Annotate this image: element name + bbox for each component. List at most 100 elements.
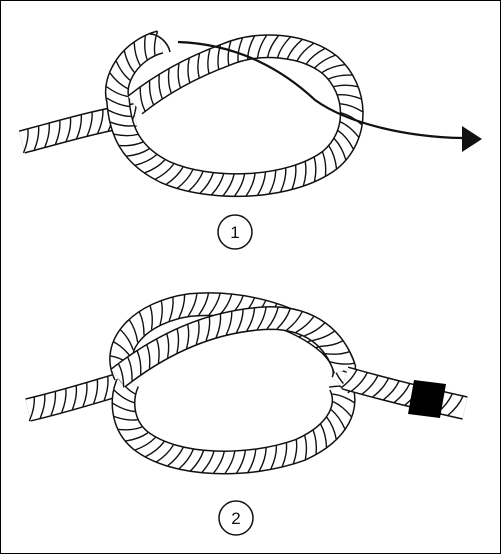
rope-strand bbox=[281, 442, 288, 467]
whipping-band-icon bbox=[408, 380, 446, 418]
rope-strand bbox=[138, 311, 145, 336]
rope-strand bbox=[178, 294, 186, 319]
rope-strand bbox=[44, 123, 51, 148]
rope-strand bbox=[145, 441, 165, 458]
rope-strand bbox=[319, 340, 344, 348]
rope-strand bbox=[149, 305, 153, 330]
rope-strand bbox=[280, 168, 287, 193]
rope-strand bbox=[33, 126, 40, 151]
rope-strand bbox=[295, 315, 315, 333]
rope-strand bbox=[340, 369, 358, 389]
rope-strand bbox=[71, 385, 78, 410]
rope-strand bbox=[304, 435, 308, 460]
rope-strand bbox=[125, 432, 149, 442]
rope-strand bbox=[246, 307, 256, 332]
step-2-badge: 2 bbox=[218, 500, 254, 536]
rope-strand bbox=[166, 333, 170, 359]
rope-strand bbox=[119, 329, 134, 351]
rope-strand bbox=[109, 72, 128, 90]
rope-strand bbox=[50, 391, 57, 416]
rope-strand bbox=[351, 372, 368, 392]
rope-strand bbox=[177, 63, 181, 88]
rope-strand bbox=[339, 103, 364, 113]
rope-strand bbox=[187, 58, 191, 83]
rope-strand bbox=[113, 389, 135, 404]
rope-strand bbox=[82, 382, 88, 407]
rope-strand bbox=[208, 293, 221, 316]
rope-strand bbox=[158, 74, 163, 99]
rope-strand bbox=[126, 148, 150, 157]
rope-strand bbox=[257, 172, 267, 196]
rope-strand bbox=[127, 356, 133, 382]
rope-strand bbox=[195, 320, 200, 345]
rope-strand bbox=[159, 300, 163, 326]
rope-strand bbox=[134, 154, 157, 166]
rope-strand bbox=[340, 112, 363, 126]
step-1-badge: 1 bbox=[217, 214, 253, 250]
rope-tail-right-2 bbox=[340, 366, 468, 420]
arrow-head-icon bbox=[462, 126, 482, 152]
rope-strand bbox=[136, 350, 142, 375]
rope-strand bbox=[144, 159, 166, 174]
rope-strand bbox=[328, 74, 353, 80]
rope-strand bbox=[270, 445, 278, 470]
rope-strand bbox=[201, 451, 215, 473]
rope-strand bbox=[245, 173, 256, 197]
rope-strand bbox=[123, 50, 135, 73]
rope-strand bbox=[188, 171, 204, 192]
rope-strand bbox=[106, 97, 130, 108]
rope-strand bbox=[154, 163, 175, 180]
rope-strand bbox=[139, 87, 146, 112]
rope-strand bbox=[313, 157, 317, 182]
rope-strand bbox=[148, 80, 154, 105]
rope-strand bbox=[28, 397, 36, 422]
rope-strand bbox=[198, 292, 210, 316]
step-2-rope bbox=[25, 292, 468, 475]
rope-strand bbox=[227, 40, 232, 66]
rope-strand bbox=[332, 393, 356, 404]
rope-strand bbox=[322, 151, 327, 177]
rope-strand bbox=[291, 165, 297, 190]
rope-loop-lower-2 bbox=[111, 376, 356, 475]
rope-strand bbox=[325, 351, 350, 355]
rope-strand bbox=[304, 322, 326, 337]
rope-strand bbox=[224, 451, 236, 474]
rope-strand bbox=[156, 444, 174, 463]
rope-strand bbox=[328, 145, 338, 170]
rope-strand bbox=[292, 439, 298, 464]
rope-strand bbox=[165, 166, 184, 185]
rope-strand bbox=[302, 161, 307, 186]
rope-strand bbox=[258, 447, 267, 472]
rope-strand bbox=[103, 376, 109, 401]
rope-strand bbox=[197, 53, 201, 78]
rope-strand bbox=[256, 306, 267, 330]
rope-strand bbox=[118, 363, 125, 388]
rope-strand bbox=[236, 309, 244, 333]
rope-strand bbox=[268, 170, 277, 195]
rope-strand bbox=[207, 48, 211, 74]
rope-strand bbox=[178, 449, 194, 470]
rope-strand bbox=[312, 330, 335, 342]
rope-strand bbox=[333, 138, 347, 161]
rope-strand bbox=[330, 361, 355, 365]
rope-strand bbox=[117, 426, 143, 431]
rope-strand bbox=[211, 173, 225, 196]
rope-strand bbox=[277, 36, 291, 58]
rope-strand bbox=[187, 293, 198, 317]
rope-strand bbox=[190, 450, 205, 472]
rope-strand bbox=[332, 401, 352, 418]
rope-strand bbox=[61, 388, 67, 413]
rope-strand bbox=[286, 39, 303, 59]
rope-strand bbox=[237, 37, 244, 62]
rope-strand bbox=[286, 311, 303, 331]
rope-strand bbox=[128, 319, 139, 343]
rope-strand bbox=[167, 447, 184, 467]
rope-strand bbox=[76, 114, 83, 139]
rope-strand bbox=[199, 172, 214, 194]
rope-strand bbox=[247, 449, 257, 473]
rope-strand bbox=[86, 112, 93, 137]
rope-strand bbox=[222, 174, 235, 196]
rope-strand bbox=[65, 117, 72, 142]
rope-strand bbox=[133, 41, 141, 66]
